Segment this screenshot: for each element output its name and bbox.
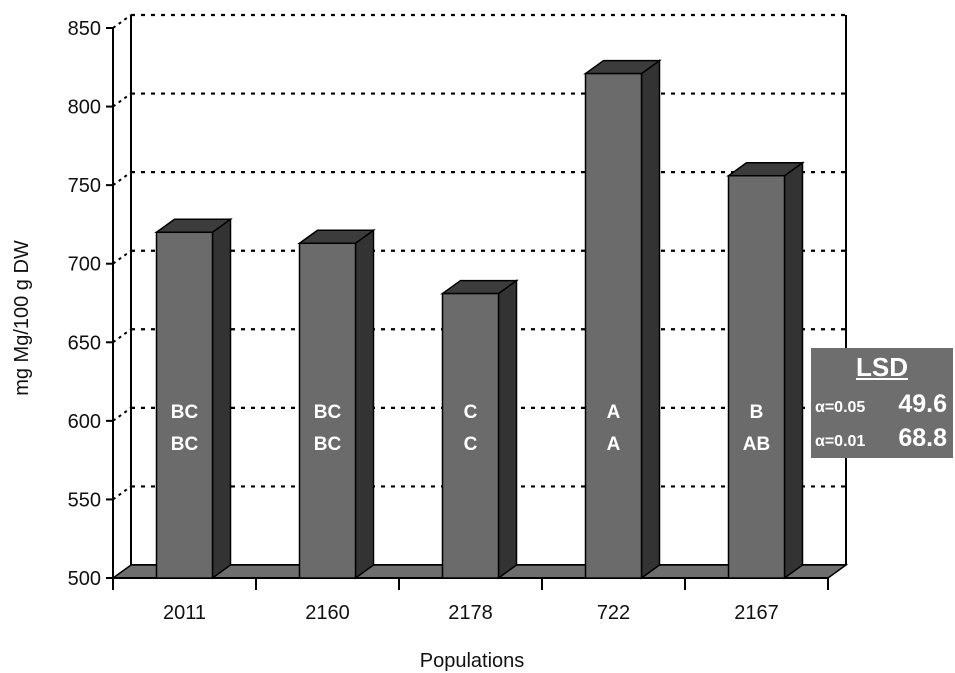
lsd-alpha-005: α=0.05 bbox=[815, 399, 866, 416]
bar-letter-top: B bbox=[750, 402, 764, 423]
gridline-depth bbox=[112, 485, 132, 501]
bar-group: CC bbox=[440, 279, 519, 580]
bar-group: BC BC bbox=[154, 217, 233, 580]
bar-side bbox=[354, 228, 375, 580]
bar bbox=[155, 231, 214, 579]
bar-letter-bottom: C bbox=[464, 434, 478, 455]
lsd-value-005: 49.6 bbox=[898, 390, 947, 418]
y-tick-label: 700 bbox=[68, 254, 101, 276]
gridline-depth bbox=[112, 14, 132, 29]
x-tick-label: 2160 bbox=[305, 602, 350, 624]
x-tick-label: 2167 bbox=[734, 602, 779, 624]
bar-letter-bottom: BC bbox=[314, 434, 342, 455]
bar-side bbox=[640, 59, 661, 580]
y-tick-label: 550 bbox=[68, 489, 101, 511]
lsd-legend-box: LSD α=0.05 49.6 α=0.01 68.8 bbox=[811, 348, 953, 458]
bar-letter-top: BC bbox=[171, 402, 199, 423]
bar-letter-bottom: A bbox=[607, 434, 621, 455]
gridline-depth bbox=[112, 249, 132, 265]
x-tick-label: 2178 bbox=[448, 602, 493, 624]
gridline-depth bbox=[112, 171, 132, 186]
bar-letter-bottom: BC bbox=[171, 434, 199, 455]
bar-group: B AB bbox=[726, 161, 805, 580]
y-tick-label: 800 bbox=[68, 97, 101, 119]
lsd-alpha-001: α=0.01 bbox=[815, 433, 866, 450]
y-tick-label: 850 bbox=[68, 18, 101, 40]
lsd-title: LSD bbox=[856, 352, 908, 382]
bar-group: AA bbox=[583, 59, 662, 580]
bar-letter-top: BC bbox=[314, 402, 342, 423]
gridline-depth bbox=[112, 92, 132, 108]
bar bbox=[727, 174, 786, 579]
x-axis-title: Populations bbox=[420, 650, 525, 672]
tick-labels: 500 550 600 650 700 750 800 850 2011 2160 2178 722 2… bbox=[68, 18, 779, 624]
y-tick-label: 500 bbox=[68, 568, 101, 590]
x-tick-label: 722 bbox=[597, 602, 630, 624]
bar-side bbox=[211, 217, 232, 580]
gridline-depth bbox=[112, 328, 132, 344]
bar-letter-top: C bbox=[464, 402, 478, 423]
bar bbox=[298, 242, 357, 579]
bar-letter-bottom: AB bbox=[743, 434, 770, 455]
y-tick-label: 650 bbox=[68, 332, 101, 354]
y-tick-label: 750 bbox=[68, 175, 101, 197]
bar-letter-top: A bbox=[607, 402, 621, 423]
bar-side bbox=[497, 279, 518, 580]
gridline-depth bbox=[112, 407, 132, 422]
y-axis-title: mg Mg/100 g DW bbox=[11, 240, 33, 396]
lsd-row-005: α=0.05 49.6 bbox=[815, 390, 947, 419]
y-tick-label: 600 bbox=[68, 411, 101, 433]
bar bbox=[584, 72, 643, 579]
bar-group: BC BC bbox=[297, 228, 376, 580]
bar bbox=[441, 292, 500, 579]
lsd-value-001: 68.8 bbox=[898, 424, 947, 452]
x-tick-label: 2011 bbox=[163, 602, 206, 624]
bar-side bbox=[783, 161, 804, 580]
lsd-row-001: α=0.01 68.8 bbox=[815, 424, 947, 453]
